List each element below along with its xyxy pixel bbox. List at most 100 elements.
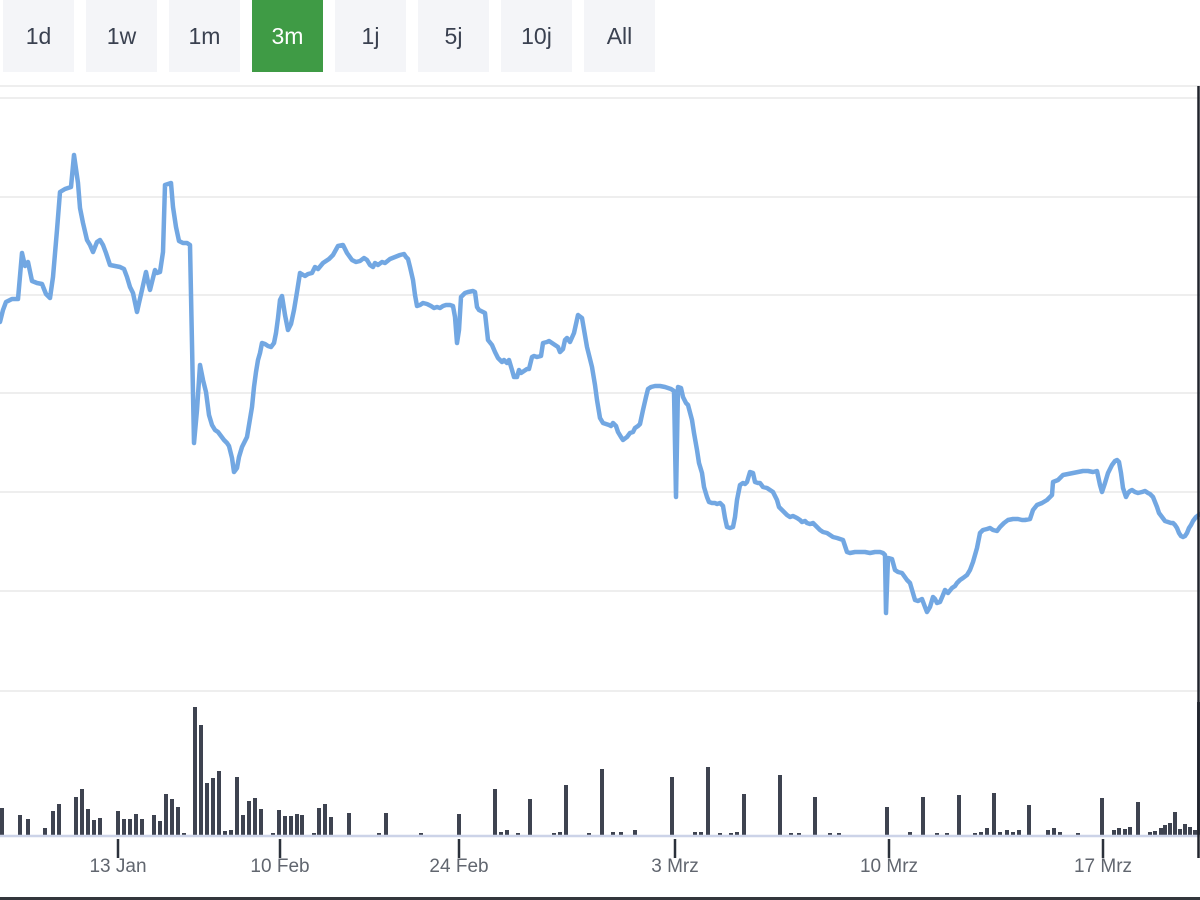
volume-bar xyxy=(706,767,710,836)
volume-bar xyxy=(223,831,227,836)
volume-bar xyxy=(347,813,351,836)
volume-bar xyxy=(1112,830,1116,836)
volume-bar xyxy=(1027,805,1031,836)
volume-bar xyxy=(74,797,78,836)
range-button-1d[interactable]: 1d xyxy=(3,0,74,72)
volume-bar xyxy=(945,833,949,836)
range-button-1m[interactable]: 1m xyxy=(169,0,240,72)
volume-bar xyxy=(828,833,832,836)
volume-bar xyxy=(26,819,30,836)
volume-bar xyxy=(217,771,221,836)
volume-bar xyxy=(128,819,132,836)
volume-bar xyxy=(1183,824,1187,836)
volume-bar xyxy=(253,798,257,836)
volume-bar xyxy=(633,830,637,836)
volume-bar xyxy=(1188,827,1192,836)
volume-bar xyxy=(718,833,722,836)
volume-bar xyxy=(1178,829,1182,836)
volume-bar xyxy=(92,820,96,836)
volume-bar xyxy=(271,833,275,836)
volume-bar xyxy=(1123,829,1127,836)
volume-bar xyxy=(885,807,889,836)
range-button-5j[interactable]: 5j xyxy=(418,0,489,72)
volume-bar xyxy=(164,794,168,836)
volume-bar xyxy=(619,832,623,836)
x-axis-label: 17 Mrz xyxy=(1074,856,1132,877)
range-button-1w[interactable]: 1w xyxy=(86,0,157,72)
volume-bar xyxy=(176,807,180,836)
x-axis-label: 13 Jan xyxy=(89,856,146,877)
range-button-1j[interactable]: 1j xyxy=(335,0,406,72)
volume-bar xyxy=(957,795,961,836)
volume-bar xyxy=(1168,823,1172,836)
volume-bar xyxy=(199,725,203,836)
volume-bar xyxy=(992,793,996,836)
volume-bar xyxy=(205,783,209,836)
volume-bar xyxy=(329,817,333,836)
volume-bar xyxy=(43,828,47,836)
volume-bar xyxy=(140,819,144,836)
volume-bar xyxy=(289,816,293,836)
volume-bar xyxy=(1148,832,1152,836)
volume-bar xyxy=(998,832,1002,836)
volume-bar xyxy=(57,804,61,836)
volume-bar xyxy=(516,833,520,836)
volume-bar xyxy=(1128,827,1132,836)
volume-bar xyxy=(552,833,556,836)
volume-bar xyxy=(1005,830,1009,836)
volume-bar xyxy=(323,804,327,836)
volume-bar xyxy=(735,832,739,836)
volume-bar xyxy=(283,816,287,836)
volume-bar xyxy=(80,789,84,836)
volume-bar xyxy=(499,832,503,836)
volume-bar xyxy=(1117,828,1121,836)
range-button-3m[interactable]: 3m xyxy=(252,0,323,72)
volume-bar xyxy=(921,797,925,836)
volume-bar xyxy=(0,808,4,836)
volume-bar xyxy=(241,815,245,836)
volume-bar xyxy=(277,810,281,836)
volume-bar xyxy=(300,815,304,836)
volume-bar xyxy=(973,833,977,836)
volume-bar xyxy=(729,833,733,836)
volume-bar xyxy=(152,815,156,836)
volume-bar xyxy=(158,821,162,836)
volume-bar xyxy=(1046,830,1050,836)
x-axis-label: 24 Feb xyxy=(429,856,488,877)
volume-bar xyxy=(457,814,461,836)
volume-bar xyxy=(837,833,841,836)
volume-bar xyxy=(211,778,215,836)
volume-bar xyxy=(134,814,138,836)
range-button-all[interactable]: All xyxy=(584,0,655,72)
volume-bar xyxy=(564,785,568,836)
volume-bar xyxy=(122,819,126,836)
volume-bar xyxy=(193,707,197,836)
volume-bar xyxy=(935,833,939,836)
volume-bar xyxy=(699,832,703,836)
volume-bar xyxy=(182,833,186,836)
range-button-10j[interactable]: 10j xyxy=(501,0,572,72)
volume-bar xyxy=(312,833,316,836)
volume-bar xyxy=(1173,812,1177,836)
volume-bar xyxy=(600,769,604,836)
volume-bar xyxy=(170,799,174,836)
volume-bar xyxy=(377,833,381,836)
volume-bar xyxy=(979,832,983,836)
volume-bar xyxy=(51,811,55,836)
volume-bar xyxy=(86,809,90,836)
volume-bar xyxy=(1011,832,1015,836)
volume-bar xyxy=(670,777,674,836)
volume-bar xyxy=(558,832,562,836)
volume-bar xyxy=(116,811,120,836)
volume-bar xyxy=(235,777,239,836)
x-axis-label: 10 Mrz xyxy=(860,856,918,877)
volume-bar xyxy=(317,808,321,836)
volume-bar xyxy=(493,789,497,836)
volume-bar xyxy=(1193,830,1197,836)
volume-bar xyxy=(1159,828,1163,836)
volume-bar xyxy=(247,801,251,836)
volume-bar xyxy=(229,830,233,836)
volume-bar xyxy=(1163,825,1167,836)
